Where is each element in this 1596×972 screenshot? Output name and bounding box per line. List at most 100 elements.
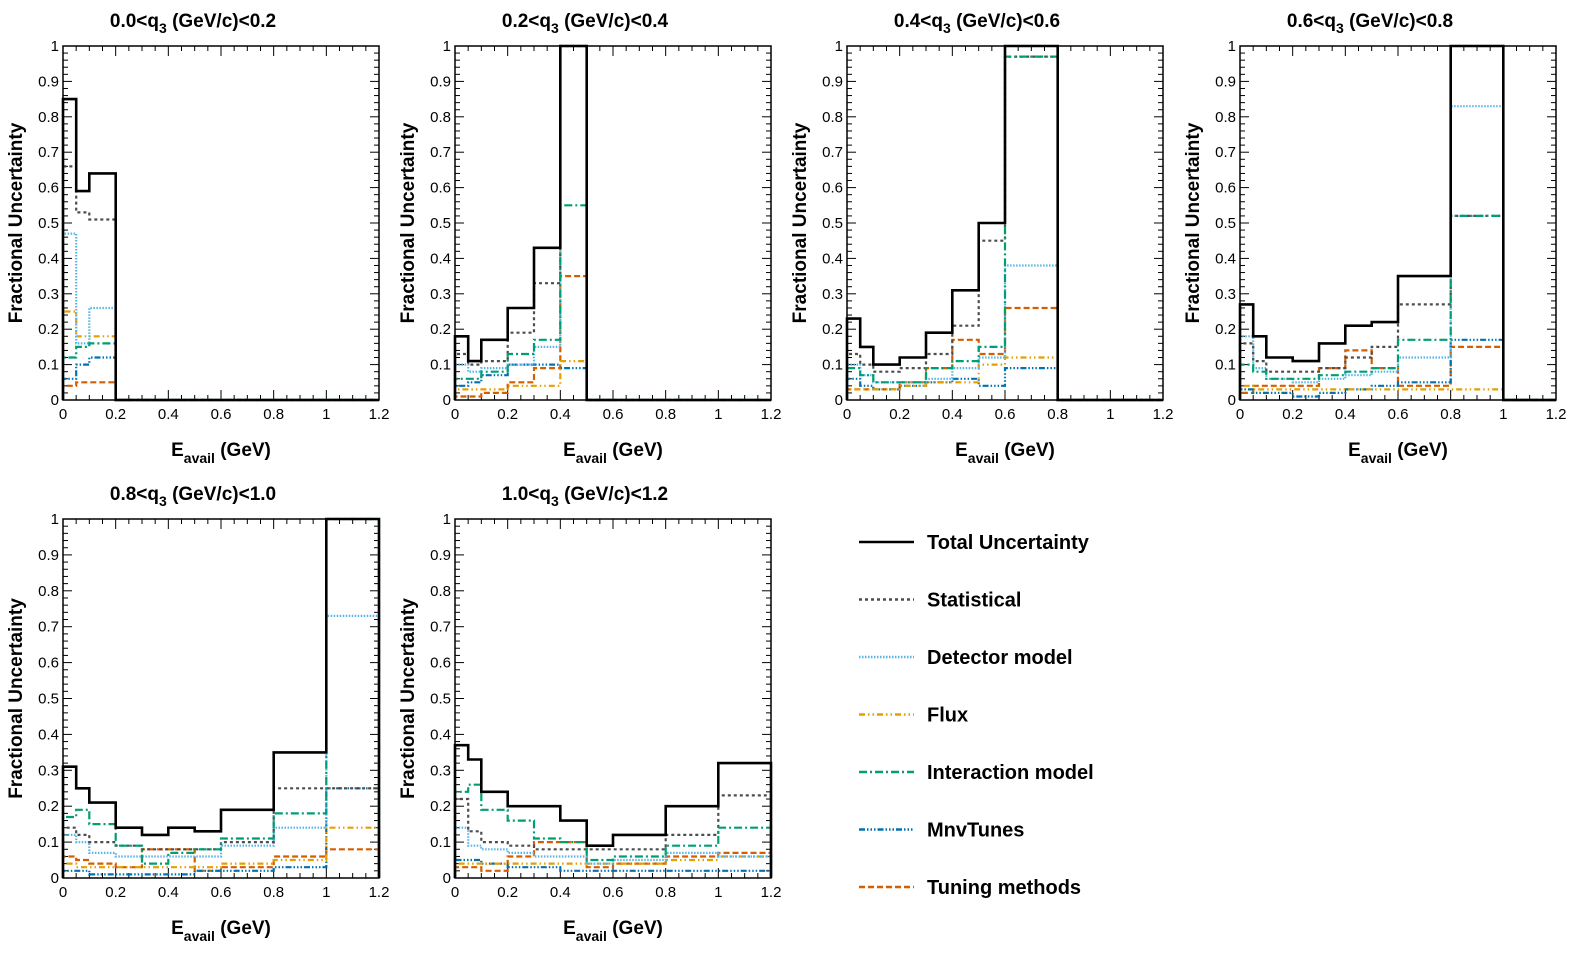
y-tick-label: 0.5 xyxy=(38,215,59,232)
y-tick-label: 0.7 xyxy=(1215,144,1236,161)
y-axis-label: Fractional Uncertainty xyxy=(6,598,27,799)
series-total-uncertainty xyxy=(1238,44,1556,402)
title-sub: 3 xyxy=(551,20,559,36)
x-axis-label: Eavail (GeV) xyxy=(1348,440,1448,466)
y-tick-label: 0.8 xyxy=(822,109,843,126)
x-tick-label: 1.2 xyxy=(1546,406,1567,423)
legend-item: Interaction model xyxy=(859,762,1094,784)
y-tick-label: 0.5 xyxy=(1215,215,1236,232)
y-tick-label: 1 xyxy=(443,38,451,55)
series-detector-model xyxy=(453,826,773,878)
x-tick-label: 0 xyxy=(1236,406,1244,423)
y-tick-label: 0.1 xyxy=(822,357,843,374)
x-tick-label: 0.4 xyxy=(942,406,963,423)
panel-3: 0.4<q3 (GeV/c)<0.6 0 0.1 0.2 0.3 0.4 0.5 0.6 0.7… xyxy=(790,11,1173,466)
x-tick-label: 1.2 xyxy=(369,884,390,901)
x-tick-label: 0.8 xyxy=(1047,406,1068,423)
y-tick-label: 1 xyxy=(51,38,59,55)
y-tick-label: 0.8 xyxy=(1215,109,1236,126)
title-post: (GeV/c)<0.4 xyxy=(559,11,669,32)
y-axis-label: Fractional Uncertainty xyxy=(790,122,811,323)
y-tick-label: 0.3 xyxy=(430,286,451,303)
title-sub: 3 xyxy=(1336,20,1344,36)
y-tick-label: 1 xyxy=(835,38,843,55)
series-tuning-methods xyxy=(453,841,773,878)
y-tick-label: 0.8 xyxy=(38,109,59,126)
series-statistical xyxy=(1238,214,1556,402)
legend-item: Tuning methods xyxy=(859,877,1081,899)
y-tick-label: 0.2 xyxy=(1215,321,1236,338)
x-tick-label: 0.6 xyxy=(211,884,232,901)
x-tick-label: 1 xyxy=(1106,406,1114,423)
legend-label: Interaction model xyxy=(927,762,1094,784)
title-sub: 3 xyxy=(551,493,559,509)
series-detector-model xyxy=(453,44,771,402)
y-tick-label: 0.1 xyxy=(38,834,59,851)
series-statistical xyxy=(453,44,771,402)
x-tick-label: 0.8 xyxy=(1440,406,1461,423)
panel-4: 0.6<q3 (GeV/c)<0.8 0 0.1 0.2 0.3 0.4 0.5 0.6 0.7… xyxy=(1183,11,1566,466)
x-tick-label: 1 xyxy=(714,406,722,423)
y-tick-label: 0.7 xyxy=(38,619,59,636)
y-tick-label: 0.9 xyxy=(38,547,59,564)
x-axis-label: Eavail (GeV) xyxy=(171,918,271,944)
y-tick-label: 0.2 xyxy=(38,798,59,815)
legend-label: Flux xyxy=(927,705,968,727)
y-tick-label: 0.4 xyxy=(430,726,451,743)
y-tick-label: 0.7 xyxy=(822,144,843,161)
series-flux xyxy=(61,310,379,402)
title-post: (GeV/c)<0.2 xyxy=(167,11,276,32)
title-pre: 0.6<q xyxy=(1287,11,1336,32)
y-tick-label: 0.8 xyxy=(430,109,451,126)
y-tick-label: 0.3 xyxy=(1215,286,1236,303)
x-tick-label: 0.6 xyxy=(211,406,232,423)
x-tick-label: 1 xyxy=(714,884,722,901)
series-detector-model xyxy=(61,232,379,402)
title-sub: 3 xyxy=(943,20,951,36)
title-pre: 0.8<q xyxy=(110,484,159,505)
title-post: (GeV/c)<1.2 xyxy=(559,484,668,505)
y-tick-label: 1 xyxy=(1228,38,1236,55)
panel-title: 0.6<q3 (GeV/c)<0.8 xyxy=(1287,11,1453,36)
x-tick-label: 0.2 xyxy=(1282,406,1303,423)
y-tick-label: 0.1 xyxy=(38,357,59,374)
plot-frame xyxy=(454,518,772,879)
y-tick-label: 0.4 xyxy=(38,726,59,743)
y-tick-label: 0.9 xyxy=(430,547,451,564)
y-tick-label: 0 xyxy=(1228,392,1236,409)
y-tick-label: 0.1 xyxy=(430,357,451,374)
x-tick-label: 0.4 xyxy=(1335,406,1356,423)
y-tick-label: 0.6 xyxy=(822,180,843,197)
y-tick-label: 0.7 xyxy=(38,144,59,161)
legend: Total Uncertainty Statistical Detector mod… xyxy=(859,532,1094,899)
x-tick-label: 0.4 xyxy=(158,884,179,901)
x-tick-label: 0.6 xyxy=(1388,406,1409,423)
panel-title: 0.4<q3 (GeV/c)<0.6 xyxy=(894,11,1060,36)
y-tick-label: 0.4 xyxy=(430,250,451,267)
y-tick-label: 0.7 xyxy=(430,144,451,161)
title-post: (GeV/c)<0.8 xyxy=(1344,11,1453,32)
legend-label: Total Uncertainty xyxy=(927,532,1090,554)
y-tick-label: 0.6 xyxy=(38,655,59,672)
panel-6: 1.0<q3 (GeV/c)<1.2 0 0.1 0.2 0.3 0.4 0.5 0.6 0.7… xyxy=(398,484,781,944)
plot-frame xyxy=(454,45,772,401)
series-detector-model xyxy=(61,614,381,878)
y-tick-label: 0.4 xyxy=(38,250,59,267)
legend-label: Statistical xyxy=(927,590,1021,612)
panel-title: 0.2<q3 (GeV/c)<0.4 xyxy=(502,11,669,36)
y-tick-label: 0.5 xyxy=(430,215,451,232)
x-tick-label: 1.2 xyxy=(761,884,782,901)
x-tick-label: 1 xyxy=(322,406,330,423)
series-tuning-methods xyxy=(453,275,771,402)
x-axis-label: Eavail (GeV) xyxy=(563,918,663,944)
series-total-uncertainty xyxy=(845,44,1163,402)
y-tick-label: 0.2 xyxy=(430,321,451,338)
series-total-uncertainty xyxy=(453,44,771,402)
y-tick-label: 0.7 xyxy=(430,619,451,636)
y-tick-label: 0 xyxy=(443,870,451,887)
y-tick-label: 0.3 xyxy=(38,286,59,303)
y-tick-label: 1 xyxy=(443,511,451,528)
x-tick-label: 0.6 xyxy=(995,406,1016,423)
x-tick-label: 0.2 xyxy=(105,406,126,423)
